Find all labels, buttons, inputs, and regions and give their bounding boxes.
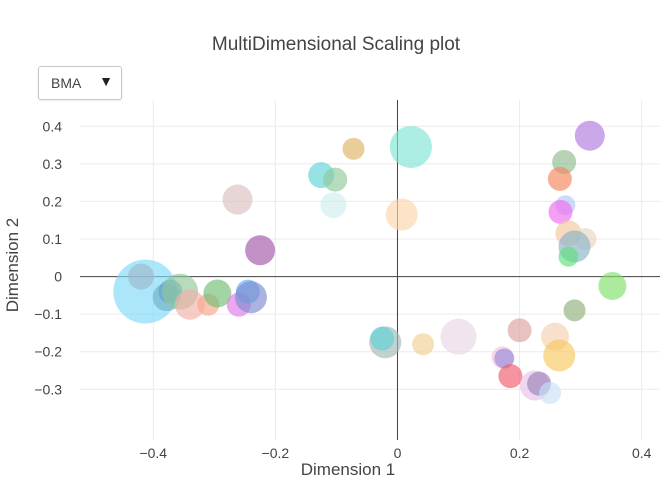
y-tick-label-4: 0.1: [43, 231, 63, 247]
y-tick-label-1: −0.2: [34, 344, 62, 360]
data-point-9[interactable]: [385, 198, 418, 231]
x-tick-label-4: 0.4: [632, 445, 652, 461]
y-axis-ticks: −0.3 −0.2 −0.1 0 0.1 0.2 0.3 0.4: [34, 118, 62, 397]
dropdown-selected-label: BMA: [51, 75, 82, 91]
data-point-26[interactable]: [203, 279, 232, 308]
data-point-36[interactable]: [543, 339, 576, 372]
data-points: [113, 120, 627, 405]
data-point-31[interactable]: [370, 326, 395, 351]
data-point-18[interactable]: [563, 299, 586, 322]
data-point-1[interactable]: [574, 120, 605, 151]
x-axis-ticks: −0.4 −0.2 0 0.2 0.4: [139, 445, 651, 461]
data-point-0[interactable]: [389, 125, 432, 168]
data-point-39[interactable]: [498, 364, 523, 389]
data-point-16[interactable]: [558, 246, 579, 267]
data-point-38[interactable]: [494, 348, 515, 369]
y-axis-title: Dimension 2: [3, 218, 22, 313]
x-tick-label-0: −0.4: [139, 445, 167, 461]
data-point-17[interactable]: [598, 271, 627, 300]
data-point-6[interactable]: [323, 167, 348, 192]
x-tick-label-3: 0.2: [510, 445, 530, 461]
y-tick-label-3: 0: [54, 269, 62, 285]
y-tick-label-2: −0.1: [34, 306, 62, 322]
data-point-8[interactable]: [222, 184, 253, 215]
data-point-33[interactable]: [440, 318, 477, 355]
data-point-10[interactable]: [245, 235, 276, 266]
x-axis-title: Dimension 1: [301, 460, 396, 479]
x-tick-label-1: −0.2: [262, 445, 290, 461]
data-point-34[interactable]: [507, 318, 532, 343]
y-tick-label-5: 0.2: [43, 193, 63, 209]
data-point-32[interactable]: [412, 333, 435, 356]
data-point-42[interactable]: [539, 382, 562, 405]
y-tick-label-0: −0.3: [34, 381, 62, 397]
data-point-24[interactable]: [174, 289, 205, 320]
y-tick-label-7: 0.4: [43, 118, 63, 134]
y-tick-label-6: 0.3: [43, 156, 63, 172]
data-point-3[interactable]: [547, 166, 572, 191]
data-point-7[interactable]: [320, 192, 347, 219]
x-tick-label-2: 0: [394, 445, 402, 461]
series-dropdown[interactable]: BMA ▼: [38, 66, 122, 100]
data-point-4[interactable]: [342, 137, 365, 160]
chevron-down-icon: ▼: [99, 73, 113, 89]
chart-title: MultiDimensional Scaling plot: [212, 34, 461, 55]
data-point-12[interactable]: [548, 199, 573, 224]
data-point-29[interactable]: [234, 281, 267, 314]
